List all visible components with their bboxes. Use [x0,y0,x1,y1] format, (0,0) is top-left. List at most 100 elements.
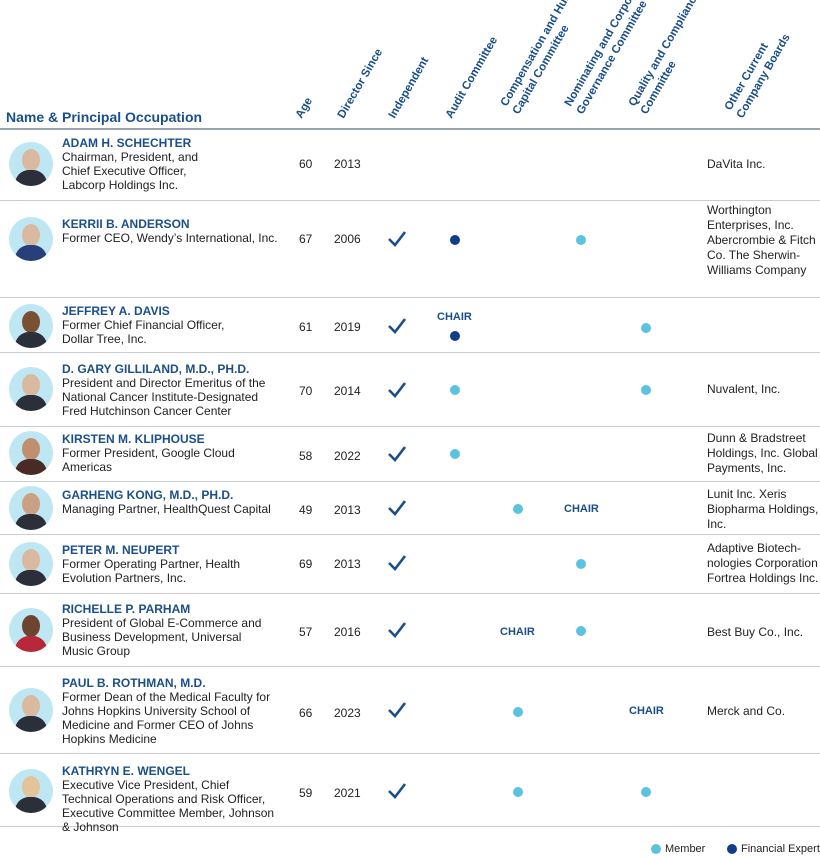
audit-member-dot [450,449,460,459]
director-name: KIRSTEN M. KLIPHOUSE [62,432,205,446]
avatar [9,688,53,732]
independent-check-icon [388,622,406,638]
compensation-member-dot [513,787,523,797]
header-audit: Audit Committee [443,34,501,121]
director-since: 2022 [334,449,361,463]
avatar [9,431,53,475]
director-age: 66 [299,706,313,720]
director-name: PAUL B. ROTHMAN, M.D. [62,676,206,690]
avatar [9,217,53,261]
director-name: D. GARY GILLILAND, M.D., PH.D. [62,362,250,376]
director-age: 49 [299,503,313,517]
director-occupation: President of Global E-Commerce and Busin… [62,616,262,658]
legend-expert-label: Financial Expert [741,843,820,855]
quality-chair-label: CHAIR [629,705,664,717]
independent-check-icon [388,500,406,516]
director-since: 2006 [334,232,361,246]
header-director-since: Director Since [335,46,386,121]
avatar [9,769,53,813]
table-row: PAUL B. ROTHMAN, M.D. Former Dean of the… [0,667,820,754]
independent-check-icon [388,318,406,334]
director-age: 60 [299,157,313,171]
director-since: 2021 [334,786,361,800]
table-row: ADAM H. SCHECHTER Chairman, President, a… [0,130,820,201]
compensation-chair-label: CHAIR [500,626,535,638]
director-occupation: Executive Vice President, Chief Technica… [62,778,275,834]
audit-expert-dot [450,331,460,341]
table-row: JEFFREY A. DAVIS Former Chief Financial … [0,298,820,353]
avatar [9,367,53,411]
table-row: KIRSTEN M. KLIPHOUSE Former President, G… [0,427,820,482]
compensation-member-dot [513,504,523,514]
director-name: KERRII B. ANDERSON [62,217,190,231]
other-boards: Merck and Co. [707,704,786,718]
director-since: 2023 [334,706,361,720]
compensation-member-dot [513,707,523,717]
header-age: Age [293,95,316,121]
director-since: 2019 [334,320,361,334]
table-row: RICHELLE P. PARHAM President of Global E… [0,594,820,667]
member-dot-icon [651,844,661,854]
table-row: KATHRYN E. WENGEL Executive Vice Preside… [0,754,820,834]
independent-check-icon [388,231,406,247]
other-boards: Nuvalent, Inc. [707,382,781,396]
director-occupation: Chairman, President, and Chief Executive… [62,150,199,192]
avatar [9,608,53,652]
legend-member-label: Member [665,843,706,855]
director-occupation: Former Chief Financial Officer, Dollar T… [62,318,225,346]
director-name: KATHRYN E. WENGEL [62,764,190,778]
nominating-member-dot [576,559,586,569]
table-row: PETER M. NEUPERT Former Operating Partne… [0,535,820,594]
audit-chair-label: CHAIR [437,311,472,323]
independent-check-icon [388,702,406,718]
quality-member-dot [641,787,651,797]
director-age: 70 [299,384,313,398]
other-boards: Lunit Inc. Xeris Biopharma Holdings, Inc… [707,487,819,531]
director-since: 2014 [334,384,361,398]
director-occupation: Former CEO, Wendy’s International, Inc. [62,231,278,245]
header-rule [0,128,820,130]
director-occupation: Former Operating Partner, Health Evoluti… [62,557,241,585]
audit-member-dot [450,385,460,395]
director-name: PETER M. NEUPERT [62,543,180,557]
header-independent: Independent [386,55,432,121]
director-name: ADAM H. SCHECHTER [62,136,192,150]
header-name: Name & Principal Occupation [6,109,203,125]
director-age: 58 [299,449,313,463]
director-age: 59 [299,786,313,800]
director-occupation: Managing Partner, HealthQuest Capital [62,502,271,516]
table-row: KERRII B. ANDERSON Former CEO, Wendy’s I… [0,201,820,298]
director-since: 2013 [334,503,361,517]
avatar [9,542,53,586]
other-boards: Best Buy Co., Inc. [707,625,804,639]
director-age: 69 [299,557,313,571]
independent-check-icon [388,555,406,571]
director-age: 57 [299,625,313,639]
director-name: GARHENG KONG, M.D., PH.D. [62,488,234,502]
other-boards: DaVita Inc. [707,157,766,171]
independent-check-icon [388,783,406,799]
expert-dot-icon [727,844,737,854]
director-occupation: President and Director Emeritus of the N… [62,376,266,418]
table-row: GARHENG KONG, M.D., PH.D. Managing Partn… [0,482,820,535]
quality-member-dot [641,323,651,333]
independent-check-icon [388,382,406,398]
avatar [9,486,53,530]
director-age: 67 [299,232,313,246]
director-name: JEFFREY A. DAVIS [62,304,170,318]
nominating-member-dot [576,235,586,245]
quality-member-dot [641,385,651,395]
nominating-chair-label: CHAIR [564,503,599,515]
director-since: 2013 [334,157,361,171]
other-boards: Dunn & Bradstreet Holdings, Inc. Global … [707,431,818,475]
audit-expert-dot [450,235,460,245]
director-since: 2013 [334,557,361,571]
nominating-member-dot [576,626,586,636]
other-boards: Adaptive Biotech-nologies Corporation Fo… [707,541,819,585]
director-occupation: Former Dean of the Medical Faculty for J… [62,690,271,746]
director-age: 61 [299,320,313,334]
table-row: D. GARY GILLILAND, M.D., PH.D. President… [0,353,820,427]
director-name: RICHELLE P. PARHAM [62,602,191,616]
independent-check-icon [388,446,406,462]
avatar [9,142,53,186]
